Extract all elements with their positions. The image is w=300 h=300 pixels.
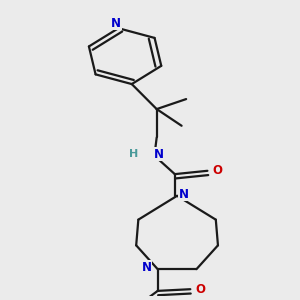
Text: N: N [141,261,152,274]
Text: N: N [154,148,164,160]
Text: N: N [111,17,121,30]
Text: H: H [129,149,139,159]
Text: O: O [195,283,205,296]
Text: O: O [212,164,222,177]
Text: N: N [179,188,189,201]
